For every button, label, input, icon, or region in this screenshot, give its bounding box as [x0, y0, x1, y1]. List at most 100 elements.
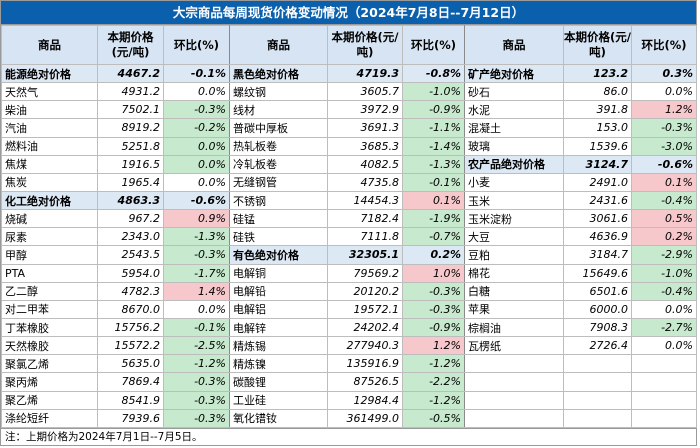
commodity-price: 87526.5: [327, 372, 403, 392]
table-row: 天然气 4931.2 0.0% 螺纹钢 3605.7 -1.0% 砂石 86.0 0.0%: [1, 82, 697, 102]
commodity-change: -0.9%: [402, 100, 465, 120]
footnote: 注：上期价格为2024年7月1日--7月5日。: [1, 427, 696, 445]
commodity-name: 无缝钢管: [229, 172, 328, 192]
commodity-price: 7869.4: [97, 372, 164, 392]
commodity-change: -1.9%: [402, 209, 465, 229]
commodity-name: 焦炭: [1, 172, 98, 192]
commodity-price: 2726.4: [563, 336, 632, 356]
commodity-name: 热轧板卷: [229, 136, 328, 156]
header-change: 环比(%): [402, 25, 465, 65]
commodity-name: 苹果: [464, 299, 564, 319]
commodity-change: -2.2%: [402, 372, 465, 392]
commodity-price: 1965.4: [97, 172, 164, 192]
commodity-name: 电解铅: [229, 281, 328, 301]
commodity-name: 焦煤: [1, 154, 98, 174]
commodity-name: 瓦楞纸: [464, 336, 564, 356]
table-row: 烧碱 967.2 0.9% 硅锰 7182.4 -1.9% 玉米淀粉 3061.6 0.5%: [1, 209, 697, 229]
commodity-price: [563, 408, 632, 428]
commodity-change: [631, 372, 697, 392]
commodity-name: 大豆: [464, 227, 564, 247]
commodity-change: 1.2%: [402, 336, 465, 356]
commodity-change: 0.5%: [631, 209, 697, 229]
table-row: 乙二醇 4782.3 1.4% 电解铅 20120.2 -0.3% 白糖 6501.6 -0.4…: [1, 281, 697, 301]
table-row: 天然橡胶 15572.2 -2.5% 精炼锡 277940.3 1.2% 瓦楞纸 2726.4…: [1, 336, 697, 356]
commodity-name: [464, 408, 564, 428]
commodity-name: 普碳中厚板: [229, 118, 328, 138]
commodity-change: 0.0%: [631, 299, 697, 319]
commodity-change: -0.5%: [402, 408, 465, 428]
commodity-price: 5251.8: [97, 136, 164, 156]
commodity-name: 水泥: [464, 100, 564, 120]
commodity-name: 玉米: [464, 190, 564, 211]
commodity-change: 0.0%: [163, 154, 230, 174]
commodity-change: -0.3%: [163, 408, 230, 428]
commodity-price: 967.2: [97, 209, 164, 229]
commodity-change: -1.2%: [402, 354, 465, 374]
commodity-change: -0.1%: [163, 317, 230, 338]
commodity-name: 甲醇: [1, 245, 98, 265]
commodity-name: 螺纹钢: [229, 82, 328, 102]
commodity-name: 涤纶短纤: [1, 408, 98, 428]
commodity-name: [464, 354, 564, 374]
commodity-price: 153.0: [563, 118, 632, 138]
commodity-change: -2.5%: [163, 336, 230, 356]
commodity-change: -3.0%: [631, 136, 697, 156]
commodity-name: 冷轧板卷: [229, 154, 328, 174]
commodity-price: 3124.7: [563, 154, 632, 174]
commodity-name: 碳酸锂: [229, 372, 328, 392]
commodity-change: -0.3%: [163, 100, 230, 120]
commodity-price: 24202.4: [327, 317, 403, 338]
commodity-name: 聚氯乙烯: [1, 354, 98, 374]
commodity-name: 农产品绝对价格: [464, 154, 564, 174]
commodity-price: 15756.2: [97, 317, 164, 338]
commodity-name: 玉米淀粉: [464, 209, 564, 229]
commodity-change: -1.1%: [402, 118, 465, 138]
commodity-price: [563, 372, 632, 392]
commodity-name: 有色绝对价格: [229, 245, 328, 265]
table-row: 焦煤 1916.5 0.0% 冷轧板卷 4082.5 -1.3% 农产品绝对价格 3124.7…: [1, 154, 697, 174]
commodity-name: 汽油: [1, 118, 98, 138]
commodity-change: -1.4%: [402, 136, 465, 156]
commodity-price: 1539.6: [563, 136, 632, 156]
table-row: 汽油 8919.2 -0.2% 普碳中厚板 3691.3 -1.1% 混凝土 153.0 -0.…: [1, 118, 697, 138]
header-price: 本期价格(元/吨): [563, 25, 632, 65]
commodity-change: 0.0%: [631, 82, 697, 102]
table-title: 大宗商品每周现货价格变动情况（2024年7月8日--7月12日）: [1, 1, 696, 25]
commodity-name: 能源绝对价格: [1, 63, 98, 84]
commodity-price: 4082.5: [327, 154, 403, 174]
table-row: 聚乙烯 8541.9 -0.3% 工业硅 12984.4 -1.2%: [1, 390, 697, 410]
commodity-price: 2491.0: [563, 172, 632, 192]
commodity-change: 0.0%: [163, 299, 230, 319]
commodity-price: 4931.2: [97, 82, 164, 102]
commodity-price: 8541.9: [97, 390, 164, 410]
commodity-name: 丁苯橡胶: [1, 317, 98, 338]
commodity-change: -1.3%: [402, 154, 465, 174]
commodity-price: 79569.2: [327, 263, 403, 283]
commodity-change: -0.2%: [163, 118, 230, 138]
commodity-name: 小麦: [464, 172, 564, 192]
commodity-name: 电解铜: [229, 263, 328, 283]
commodity-price: 3184.7: [563, 245, 632, 265]
table-row: PTA 5954.0 -1.7% 电解铜 79569.2 1.0% 棉花 15649.6 -1.…: [1, 263, 697, 283]
table-row: 涤纶短纤 7939.6 -0.3% 氧化镨钕 361499.0 -0.5%: [1, 408, 697, 428]
commodity-name: 乙二醇: [1, 281, 98, 301]
commodity-price: 32305.1: [327, 245, 403, 265]
commodity-price: 2543.5: [97, 245, 164, 265]
table-row: 化工绝对价格 4863.3 -0.6% 不锈钢 14454.3 0.1% 玉米 2431.6-…: [1, 190, 697, 211]
commodity-name: 硅锰: [229, 209, 328, 229]
commodity-name: 聚乙烯: [1, 390, 98, 410]
commodity-change: [631, 354, 697, 374]
commodity-change: -0.3%: [163, 245, 230, 265]
commodity-price: 8919.2: [97, 118, 164, 138]
commodity-change: -0.8%: [402, 63, 465, 84]
table-row: 聚丙烯 7869.4 -0.3% 碳酸锂 87526.5 -2.2%: [1, 372, 697, 392]
table-row: 聚氯乙烯 5635.0 -1.2% 精炼镍 135916.9 -1.2%: [1, 354, 697, 374]
commodity-price: 3685.3: [327, 136, 403, 156]
price-table: 商品 本期价格(元/吨) 环比(%) 商品 本期价格(元/吨) 环比(%) 商品…: [1, 25, 697, 428]
commodity-price: 4863.3: [97, 190, 164, 211]
commodity-price: [563, 390, 632, 410]
commodity-price: 14454.3: [327, 190, 403, 211]
commodity-name: 玻璃: [464, 136, 564, 156]
commodity-price: 7502.1: [97, 100, 164, 120]
commodity-change: -0.4%: [631, 190, 697, 211]
